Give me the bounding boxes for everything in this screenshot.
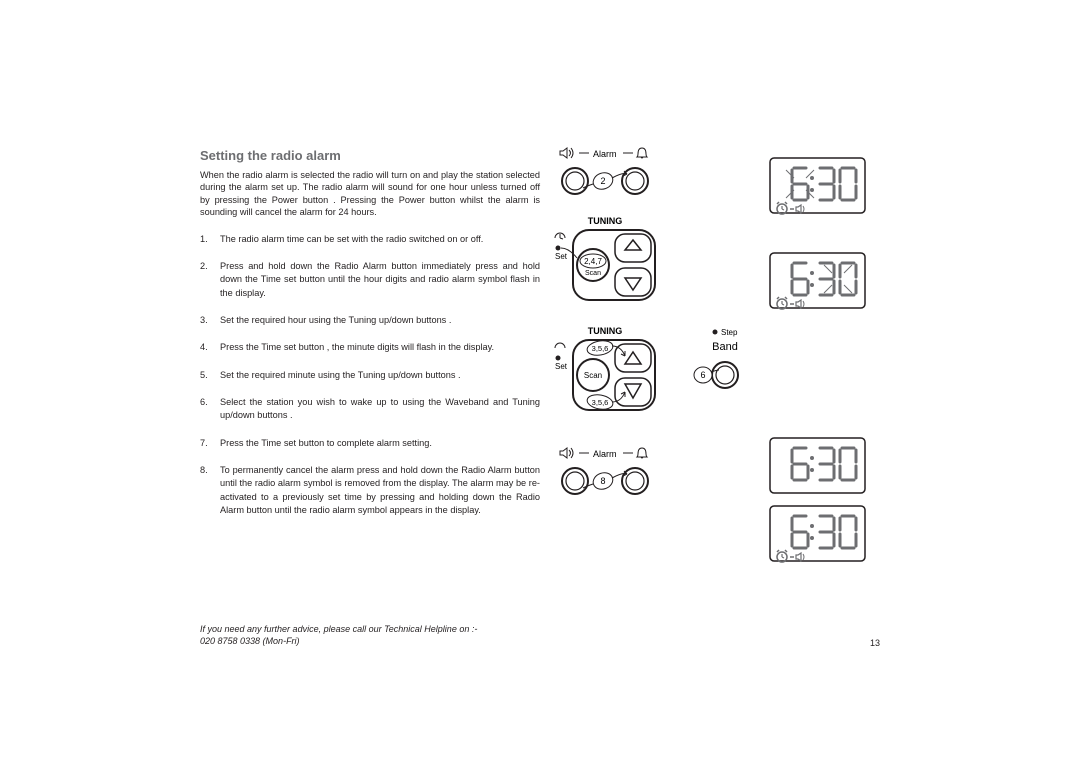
- manual-page: Setting the radio alarm When the radio a…: [0, 0, 1080, 763]
- page-number: 13: [870, 638, 880, 648]
- text-column: Setting the radio alarm When the radio a…: [200, 148, 540, 532]
- lcd-2: [770, 253, 865, 309]
- step-6: Select the station you wish to wake up t…: [200, 396, 540, 423]
- step-2: Press and hold down the Radio Alarm butt…: [200, 260, 540, 300]
- step-4: Press the Time set button , the minute d…: [200, 341, 540, 354]
- footer-help: If you need any further advice, please c…: [200, 623, 540, 648]
- step-7: Press the Time set button to complete al…: [200, 437, 540, 450]
- tuning-label-1: TUNING: [588, 216, 623, 226]
- callout-247: 2,4,7: [584, 257, 602, 266]
- callout-8: 8: [600, 476, 605, 486]
- diagram-area: Alarm 2 TUNING Set: [555, 148, 875, 633]
- alarm-row-top: Alarm 2: [560, 148, 648, 194]
- tuning-block-2: TUNING Set Scan 3,5,6 3,5,6: [555, 326, 655, 411]
- set-label-2: Set: [555, 362, 568, 371]
- callout-356b: 3,5,6: [592, 398, 609, 407]
- lcd-1: 6:30: [770, 158, 865, 214]
- step-label: Step: [721, 328, 738, 337]
- callout-6: 6: [700, 370, 705, 380]
- step-8: To permanently cancel the alarm press an…: [200, 464, 540, 517]
- callout-2: 2: [600, 176, 605, 186]
- tuning-label-2: TUNING: [588, 326, 623, 336]
- section-title: Setting the radio alarm: [200, 148, 540, 163]
- scan-label-hidden: Scan: [585, 270, 601, 277]
- tuning-block-1: TUNING Set 2,4,7 Scan: [555, 216, 655, 300]
- step-3: Set the required hour using the Tuning u…: [200, 314, 540, 327]
- set-label-1: Set: [555, 252, 568, 261]
- alarm-label-2: Alarm: [593, 449, 617, 459]
- alarm-row-bottom: Alarm 8: [560, 448, 648, 494]
- step-5: Set the required minute using the Tuning…: [200, 369, 540, 382]
- step-1: The radio alarm time can be set with the…: [200, 233, 540, 246]
- intro-paragraph: When the radio alarm is selected the rad…: [200, 169, 540, 219]
- footer-line1: If you need any further advice, please c…: [200, 623, 540, 636]
- footer-line2: 020 8758 0338 (Mon-Fri): [200, 635, 540, 648]
- diagram-svg: Alarm 2 TUNING Set: [555, 148, 885, 628]
- band-label: Band: [712, 341, 738, 353]
- lcd-3: [770, 438, 865, 493]
- band-knob: Step Band 6: [694, 328, 738, 388]
- callout-356a: 3,5,6: [592, 344, 609, 353]
- lcd-4: [770, 506, 865, 562]
- scan-label-2: Scan: [584, 371, 602, 380]
- alarm-label-1: Alarm: [593, 149, 617, 159]
- steps-list: The radio alarm time can be set with the…: [200, 233, 540, 518]
